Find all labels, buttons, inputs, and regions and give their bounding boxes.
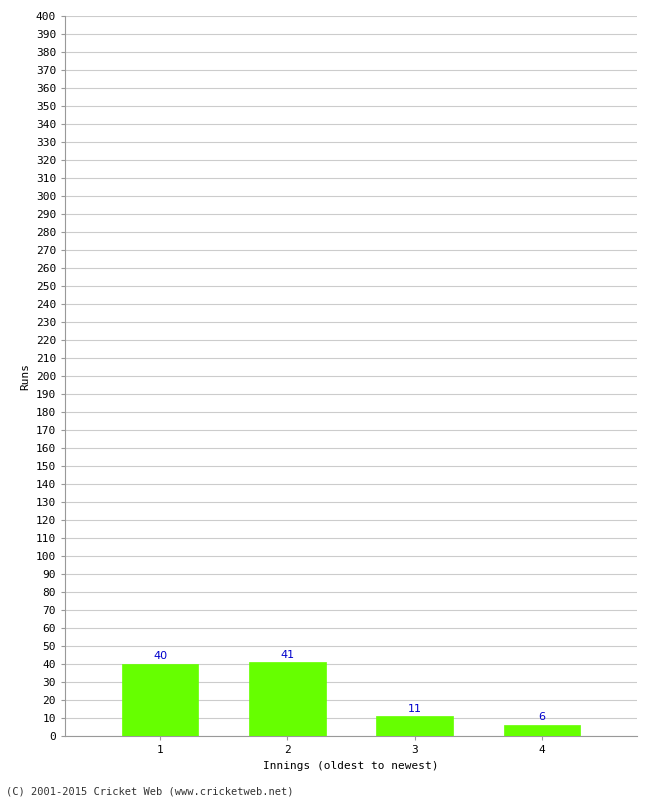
Bar (250, 662, 326, 736)
Y-axis label: Runs: Runs (20, 362, 30, 390)
Text: 11: 11 (408, 703, 422, 714)
Text: (C) 2001-2015 Cricket Web (www.cricketweb.net): (C) 2001-2015 Cricket Web (www.cricketwe… (6, 786, 294, 796)
Text: 6: 6 (538, 713, 545, 722)
Bar (376, 716, 452, 736)
Text: 41: 41 (280, 650, 294, 659)
Bar (122, 664, 198, 736)
X-axis label: Innings (oldest to newest): Innings (oldest to newest) (263, 761, 439, 770)
Bar (504, 726, 580, 736)
Text: 40: 40 (153, 651, 168, 662)
